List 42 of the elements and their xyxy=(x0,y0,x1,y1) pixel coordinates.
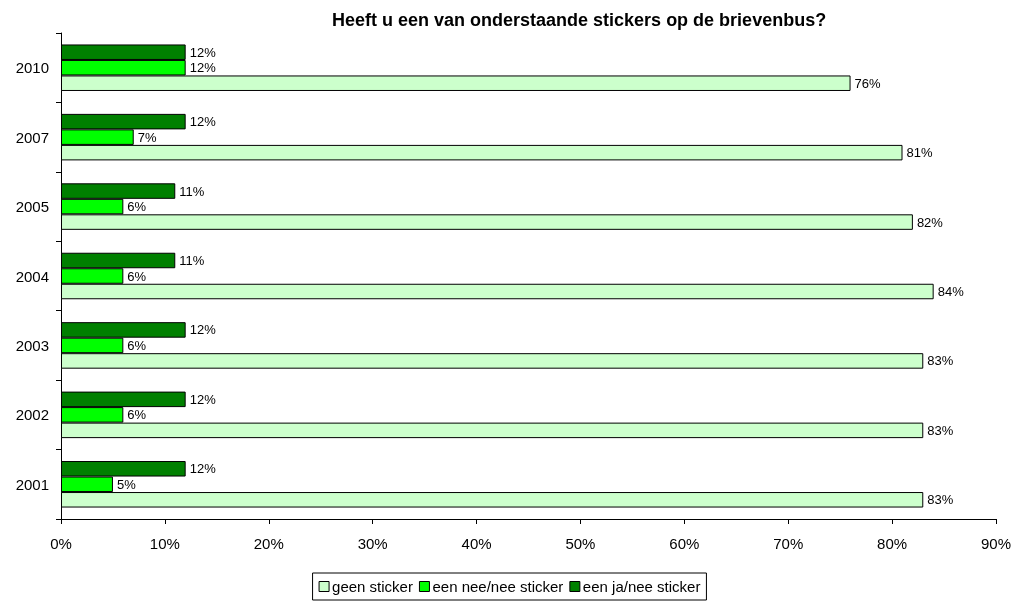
data-label: 11% xyxy=(179,252,205,268)
data-label: 12% xyxy=(189,44,217,60)
data-label: 81% xyxy=(906,145,933,161)
data-label: 83% xyxy=(927,422,954,438)
data-label: 5% xyxy=(116,476,137,492)
data-label: 83% xyxy=(927,492,954,508)
data-label: 76% xyxy=(854,75,882,91)
x-tick-label: 10% xyxy=(149,535,180,552)
x-tick-label: 70% xyxy=(773,535,804,552)
data-label: 11% xyxy=(179,183,205,199)
data-label: 12% xyxy=(189,60,217,76)
y-tick-label: 2010 xyxy=(15,59,49,77)
y-tick-label: 2007 xyxy=(15,128,49,146)
x-tick-label: 40% xyxy=(461,535,492,552)
x-tick-label: 0% xyxy=(50,535,72,552)
data-label: 6% xyxy=(127,407,147,423)
data-label: 84% xyxy=(937,284,965,300)
x-tick-label: 30% xyxy=(357,535,388,552)
data-label: 6% xyxy=(127,337,147,353)
legend-label: geen sticker xyxy=(332,578,413,595)
y-tick-label: 2004 xyxy=(15,267,49,285)
data-label: 6% xyxy=(127,199,147,215)
y-tick-label: 2001 xyxy=(15,475,49,493)
x-tick-label: 90% xyxy=(980,535,1012,552)
x-tick-label: 60% xyxy=(669,535,700,552)
data-label: 12% xyxy=(189,114,217,130)
x-tick-label: 50% xyxy=(565,535,596,552)
legend-label: een nee/nee sticker xyxy=(432,578,564,595)
data-label: 12% xyxy=(189,461,217,477)
x-tick-label: 80% xyxy=(877,535,908,552)
data-label: 7% xyxy=(137,129,157,145)
y-tick-label: 2002 xyxy=(15,406,49,424)
data-label: 12% xyxy=(189,322,217,338)
data-label: 6% xyxy=(127,268,147,284)
data-label: 12% xyxy=(189,391,217,407)
x-tick-label: 20% xyxy=(253,535,284,552)
chart-title: Heeft u een van onderstaande stickers op de brievenbus? xyxy=(332,10,827,30)
data-label: 83% xyxy=(927,353,954,369)
y-tick-label: 2005 xyxy=(15,198,49,216)
y-tick-label: 2003 xyxy=(15,336,49,354)
legend-label: een ja/nee sticker xyxy=(582,578,701,595)
data-label: 82% xyxy=(916,214,944,230)
